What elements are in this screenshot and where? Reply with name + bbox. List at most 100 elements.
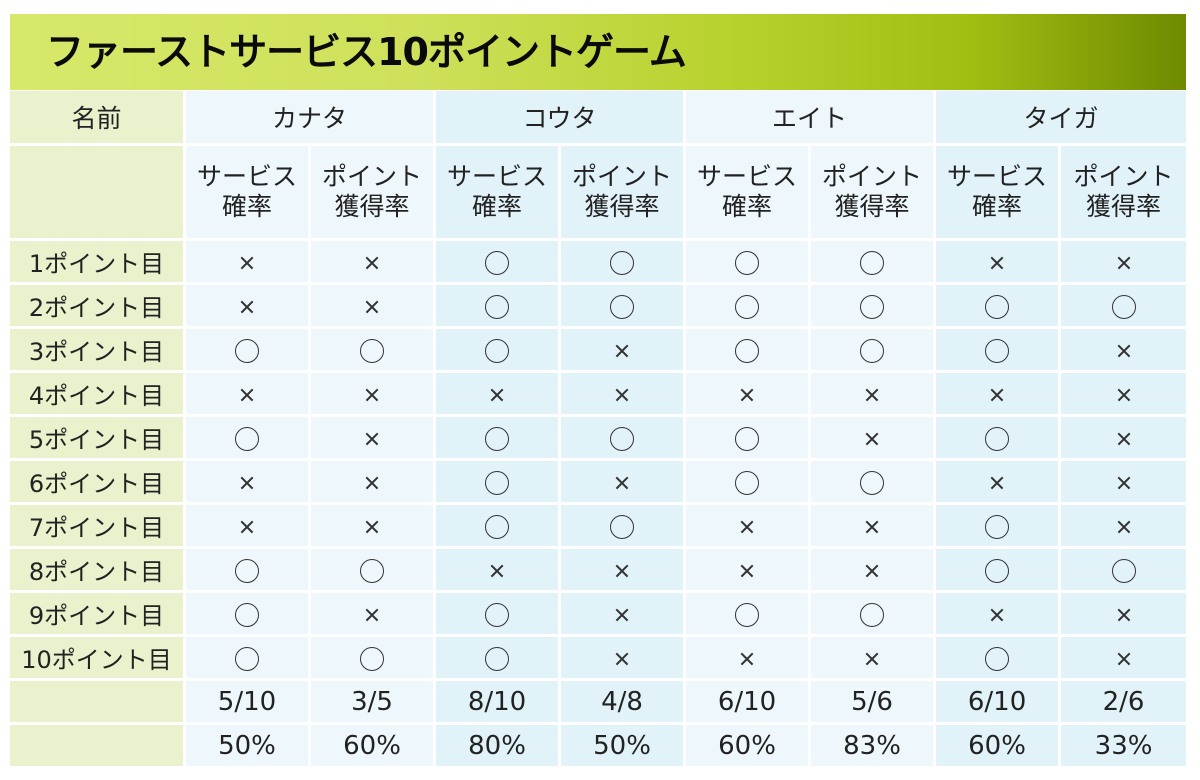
result-cell xyxy=(936,329,1062,373)
percentage-cell: 50% xyxy=(561,725,687,769)
result-cell xyxy=(561,593,687,637)
cross-mark-icon xyxy=(610,383,634,407)
result-cell xyxy=(936,637,1062,681)
percentage-cell: 60% xyxy=(686,725,812,769)
circle-mark-icon xyxy=(610,250,635,275)
sub-header-blank xyxy=(10,146,186,241)
circle-mark-icon xyxy=(985,646,1010,671)
cross-mark-icon xyxy=(860,515,884,539)
fraction-cell: 6/10 xyxy=(936,681,1062,725)
point-label: 9ポイント目 xyxy=(10,593,186,637)
circle-mark-icon xyxy=(1111,558,1136,583)
cross-mark-icon xyxy=(860,559,884,583)
player-name: コウタ xyxy=(436,91,687,146)
cross-mark-icon xyxy=(1112,251,1136,275)
fraction-row: 5/10 3/5 8/10 4/8 6/10 5/6 6/10 2/6 xyxy=(10,681,1187,725)
fraction-cell: 2/6 xyxy=(1061,681,1187,725)
result-cell xyxy=(686,285,812,329)
circle-mark-icon xyxy=(1111,294,1136,319)
result-cell xyxy=(811,505,937,549)
result-cell xyxy=(686,461,812,505)
serve-rate-header: サービス 確率 xyxy=(686,146,812,241)
cross-mark-icon xyxy=(735,383,759,407)
result-cell xyxy=(436,593,562,637)
result-cell xyxy=(436,505,562,549)
result-cell xyxy=(561,637,687,681)
result-cell xyxy=(311,637,437,681)
circle-mark-icon xyxy=(860,250,885,275)
circle-mark-icon xyxy=(985,558,1010,583)
result-cell xyxy=(936,549,1062,593)
result-cell xyxy=(811,285,937,329)
circle-mark-icon xyxy=(485,470,510,495)
table-row: 5ポイント目 xyxy=(10,417,1187,461)
result-cell xyxy=(436,329,562,373)
fraction-cell: 5/10 xyxy=(186,681,311,725)
cross-mark-icon xyxy=(610,559,634,583)
circle-mark-icon xyxy=(860,470,885,495)
result-cell xyxy=(561,241,687,285)
player-name: カナタ xyxy=(186,91,437,146)
fraction-cell: 5/6 xyxy=(811,681,937,725)
percentage-cell: 50% xyxy=(186,725,311,769)
circle-mark-icon xyxy=(860,602,885,627)
point-label: 3ポイント目 xyxy=(10,329,186,373)
page-title: ファーストサービス10ポイントゲーム xyxy=(46,30,687,74)
cross-mark-icon xyxy=(360,383,384,407)
point-label: 4ポイント目 xyxy=(10,373,186,417)
result-cell xyxy=(311,549,437,593)
result-cell xyxy=(311,285,437,329)
result-cell xyxy=(686,417,812,461)
result-cell xyxy=(186,593,311,637)
result-cell xyxy=(1061,505,1187,549)
result-cell xyxy=(811,549,937,593)
summary-label-blank xyxy=(10,725,186,769)
name-label: 名前 xyxy=(10,91,186,146)
circle-mark-icon xyxy=(735,602,760,627)
cross-mark-icon xyxy=(1112,647,1136,671)
point-rate-header: ポイント 獲得率 xyxy=(561,146,687,241)
cross-mark-icon xyxy=(860,647,884,671)
result-cell xyxy=(686,637,812,681)
result-cell xyxy=(186,241,311,285)
cross-mark-icon xyxy=(1112,427,1136,451)
point-label: 6ポイント目 xyxy=(10,461,186,505)
table-row: 6ポイント目 xyxy=(10,461,1187,505)
result-cell xyxy=(936,505,1062,549)
circle-mark-icon xyxy=(735,338,760,363)
fraction-cell: 4/8 xyxy=(561,681,687,725)
result-cell xyxy=(811,329,937,373)
result-cell xyxy=(186,329,311,373)
serve-rate-header: サービス 確率 xyxy=(436,146,562,241)
result-cell xyxy=(311,593,437,637)
cross-mark-icon xyxy=(1112,515,1136,539)
circle-mark-icon xyxy=(235,646,259,671)
cross-mark-icon xyxy=(1112,383,1136,407)
circle-mark-icon xyxy=(235,338,259,363)
point-label: 10ポイント目 xyxy=(10,637,186,681)
result-cell xyxy=(936,461,1062,505)
result-cell xyxy=(436,461,562,505)
result-cell xyxy=(436,549,562,593)
point-label: 7ポイント目 xyxy=(10,505,186,549)
result-cell xyxy=(186,461,311,505)
cross-mark-icon xyxy=(985,251,1009,275)
circle-mark-icon xyxy=(485,426,510,451)
point-label: 5ポイント目 xyxy=(10,417,186,461)
circle-mark-icon xyxy=(735,470,760,495)
table-row: 3ポイント目 xyxy=(10,329,1187,373)
cross-mark-icon xyxy=(360,251,384,275)
percentage-cell: 33% xyxy=(1061,725,1187,769)
circle-mark-icon xyxy=(985,294,1010,319)
percentage-row: 50% 60% 80% 50% 60% 83% 60% 33% xyxy=(10,725,1187,769)
circle-mark-icon xyxy=(985,338,1010,363)
cross-mark-icon xyxy=(360,515,384,539)
table-row: 7ポイント目 xyxy=(10,505,1187,549)
cross-mark-icon xyxy=(1112,339,1136,363)
result-cell xyxy=(1061,417,1187,461)
cross-mark-icon xyxy=(235,471,259,495)
title-bar: ファーストサービス10ポイントゲーム xyxy=(10,14,1186,90)
result-cell xyxy=(561,285,687,329)
percentage-cell: 80% xyxy=(436,725,562,769)
result-cell xyxy=(186,417,311,461)
